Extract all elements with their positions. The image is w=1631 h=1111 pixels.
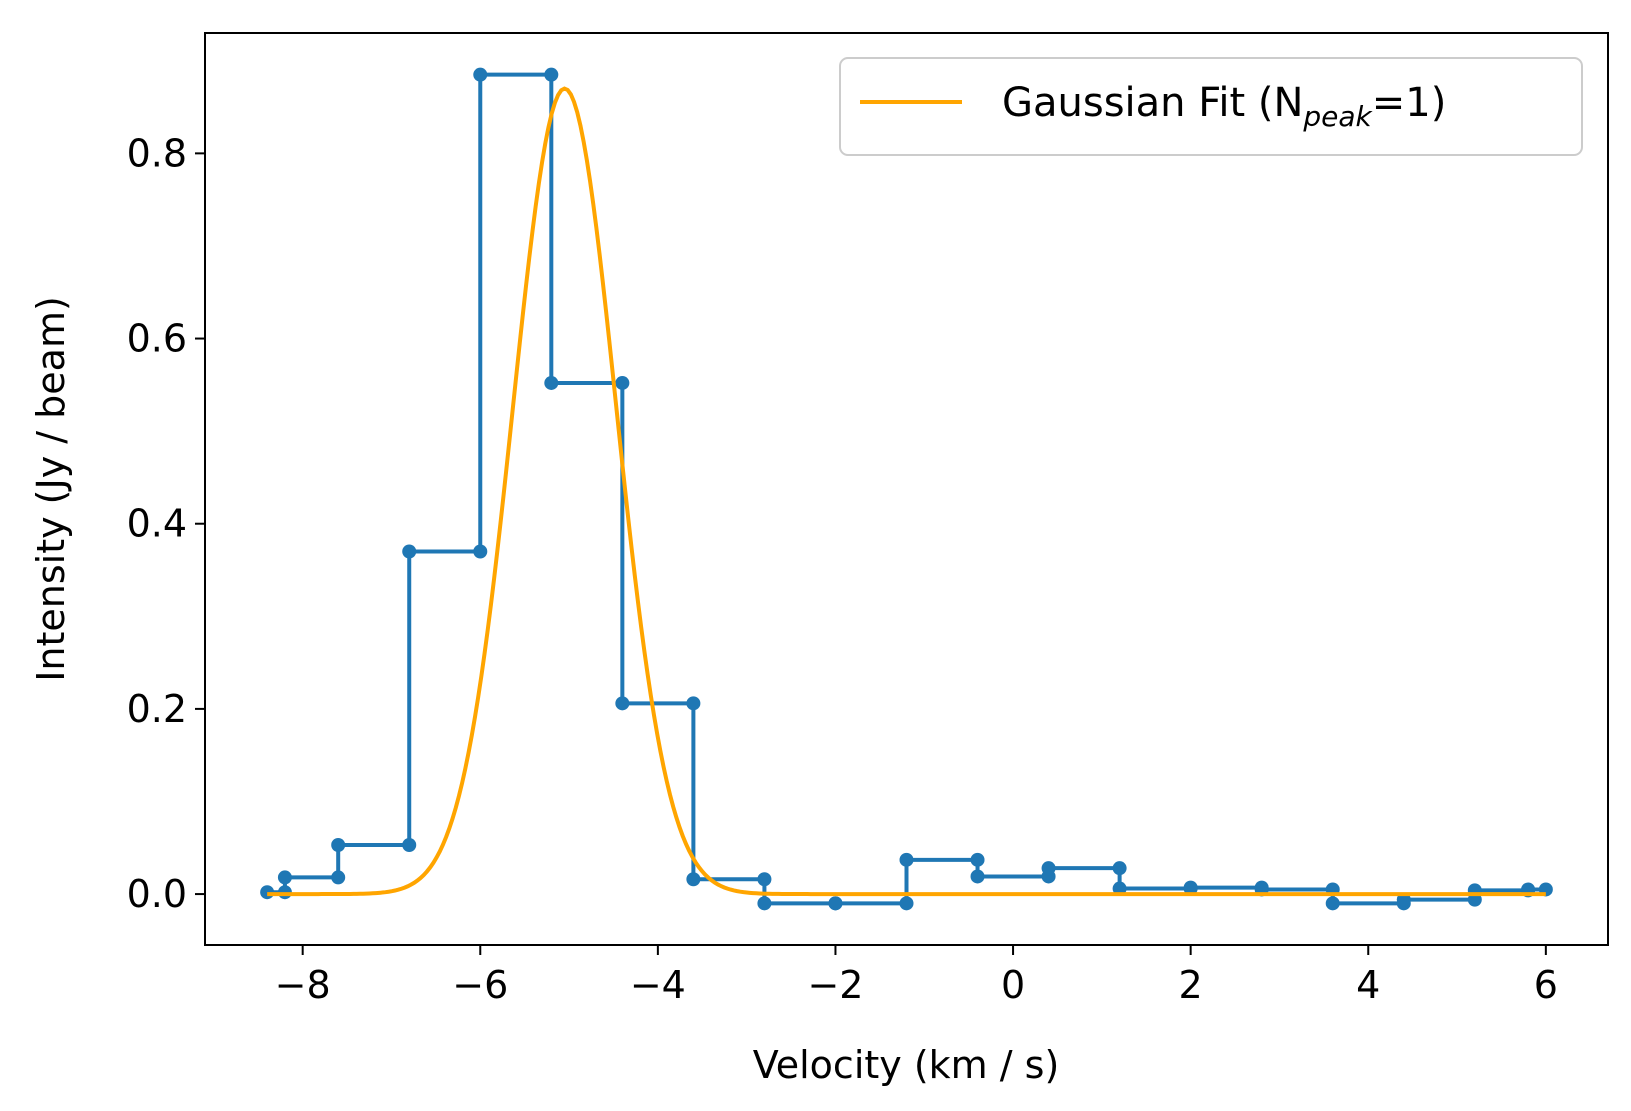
spectrum-point: [544, 375, 559, 390]
spectrum-point: [899, 852, 914, 867]
spectrum-point: [473, 67, 488, 82]
x-tick-label: −8: [275, 963, 331, 1007]
y-tick-label: 0.6: [127, 317, 187, 361]
spectrum-point: [277, 870, 292, 885]
spectrum-point: [686, 696, 701, 711]
spectrum-point: [1325, 896, 1340, 911]
plot-area: [260, 67, 1553, 911]
legend-label-suffix: =1): [1372, 80, 1447, 126]
spectrum-point: [686, 872, 701, 887]
spectrum-point: [473, 544, 488, 559]
legend-label-subscript: peak: [1302, 100, 1373, 133]
spectrum-point: [1112, 881, 1127, 896]
x-axis-label: Velocity (km / s): [753, 1043, 1060, 1087]
axes-frame: [204, 32, 1609, 946]
spectrum-point: [1183, 880, 1198, 895]
x-axis-ticks: −8 −6 −4 −2 0 2 4 6: [275, 945, 1558, 1007]
x-tick-label: −6: [452, 963, 508, 1007]
spectrum-point: [1112, 861, 1127, 876]
y-tick-label: 0.8: [127, 131, 187, 175]
gaussian-fit-line: [267, 86, 1546, 897]
y-tick-label: 0.4: [127, 502, 187, 546]
legend: Gaussian Fit (Npeak=1): [839, 57, 1583, 156]
spectrum-point: [402, 544, 417, 559]
y-axis-ticks: 0.0 0.2 0.4 0.6 0.8: [127, 131, 205, 916]
spectrum-point: [615, 375, 630, 390]
spectrum-point: [1396, 892, 1411, 907]
spectrum-point: [970, 852, 985, 867]
spectrum-point: [544, 67, 559, 82]
spectrum-point: [402, 838, 417, 853]
y-axis-label: Intensity (Jy / beam): [29, 296, 73, 682]
legend-label-prefix: Gaussian Fit (N: [1002, 80, 1303, 126]
spectrum-point: [757, 896, 772, 911]
x-tick-label: 0: [1001, 963, 1025, 1007]
spectrum-point: [970, 869, 985, 884]
spectrum-point: [615, 696, 630, 711]
x-tick-label: −2: [807, 963, 863, 1007]
spectrum-point: [757, 872, 772, 887]
x-tick-label: 4: [1356, 963, 1380, 1007]
legend-label-gaussian-fit: Gaussian Fit (Npeak=1): [1002, 80, 1446, 133]
y-tick-label: 0.2: [127, 687, 187, 731]
legend-box: [839, 57, 1583, 156]
x-tick-label: 2: [1179, 963, 1203, 1007]
spectrum-point: [331, 838, 346, 853]
spectrum-point: [331, 870, 346, 885]
spectrum-point: [1041, 861, 1056, 876]
spectrum-markers: [260, 67, 1553, 911]
x-tick-label: 6: [1534, 963, 1558, 1007]
y-tick-label: 0.0: [127, 872, 187, 916]
spectrum-point: [899, 896, 914, 911]
x-tick-label: −4: [630, 963, 686, 1007]
spectrum-point: [828, 896, 843, 911]
